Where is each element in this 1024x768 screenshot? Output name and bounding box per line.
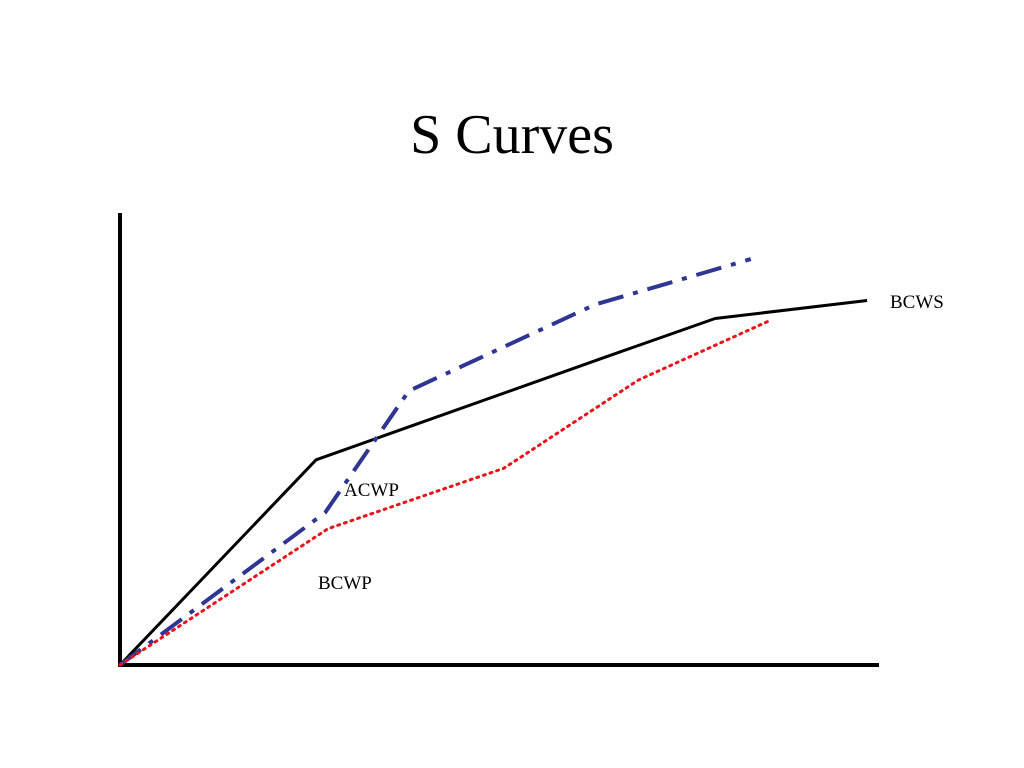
series-label-bcwp: BCWP — [318, 573, 372, 594]
series-label-bcws: BCWS — [890, 292, 944, 313]
slide-title: S Curves — [410, 104, 614, 166]
series-line-acwp — [118, 257, 752, 667]
series-label-acwp: ACWP — [344, 480, 399, 501]
series-layer — [118, 257, 868, 667]
series-line-bcws — [118, 299, 868, 667]
series-line-bcwp — [118, 320, 769, 667]
